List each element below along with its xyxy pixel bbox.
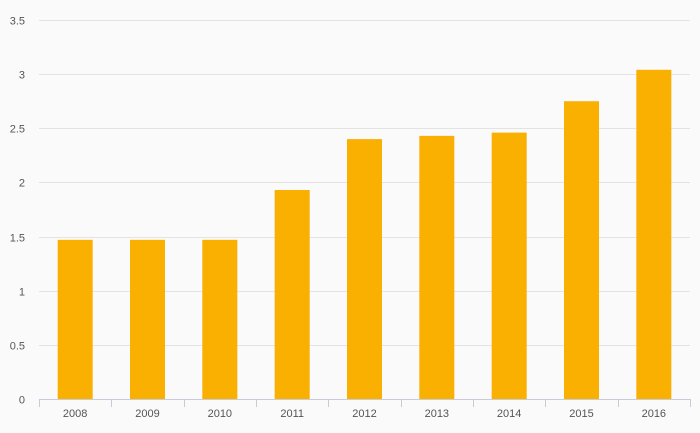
y-tick-label: 1 — [19, 287, 25, 299]
y-tick-label: 2.5 — [10, 124, 25, 136]
x-tick-label: 2012 — [352, 408, 376, 420]
x-tick-label: 2016 — [642, 408, 666, 420]
x-tick-label: 2010 — [208, 408, 232, 420]
y-axis-labels: 0 0.5 1 1.5 2 2.5 3 3.5 — [10, 16, 25, 407]
x-tick-label: 2013 — [425, 408, 449, 420]
x-tick-label: 2015 — [569, 408, 593, 420]
bar-2008 — [57, 239, 93, 399]
bars — [57, 69, 672, 400]
y-tick-label: 3.5 — [10, 16, 25, 28]
x-tick-label: 2009 — [135, 408, 159, 420]
bar-2012 — [347, 139, 382, 400]
y-tick-label: 0.5 — [10, 341, 25, 353]
y-tick-label: 3 — [19, 70, 25, 82]
bar-2009 — [130, 239, 165, 399]
bar-2013 — [419, 135, 455, 399]
y-tick-label: 2 — [19, 178, 25, 190]
bar-2011 — [274, 190, 310, 399]
bar-2014 — [491, 132, 527, 399]
y-tick-label: 0 — [19, 395, 25, 407]
x-tick-label: 2014 — [497, 408, 521, 420]
bar-2015 — [564, 101, 599, 400]
bar-2010 — [202, 239, 238, 399]
x-tick-label: 2008 — [63, 408, 87, 420]
x-axis — [39, 399, 691, 407]
bar-2016 — [636, 69, 672, 399]
x-tick-label: 2011 — [280, 408, 304, 420]
y-tick-label: 1.5 — [10, 233, 25, 245]
x-axis-labels: 2008 2009 2010 2011 2012 2013 2014 2015 2016 — [63, 408, 666, 420]
